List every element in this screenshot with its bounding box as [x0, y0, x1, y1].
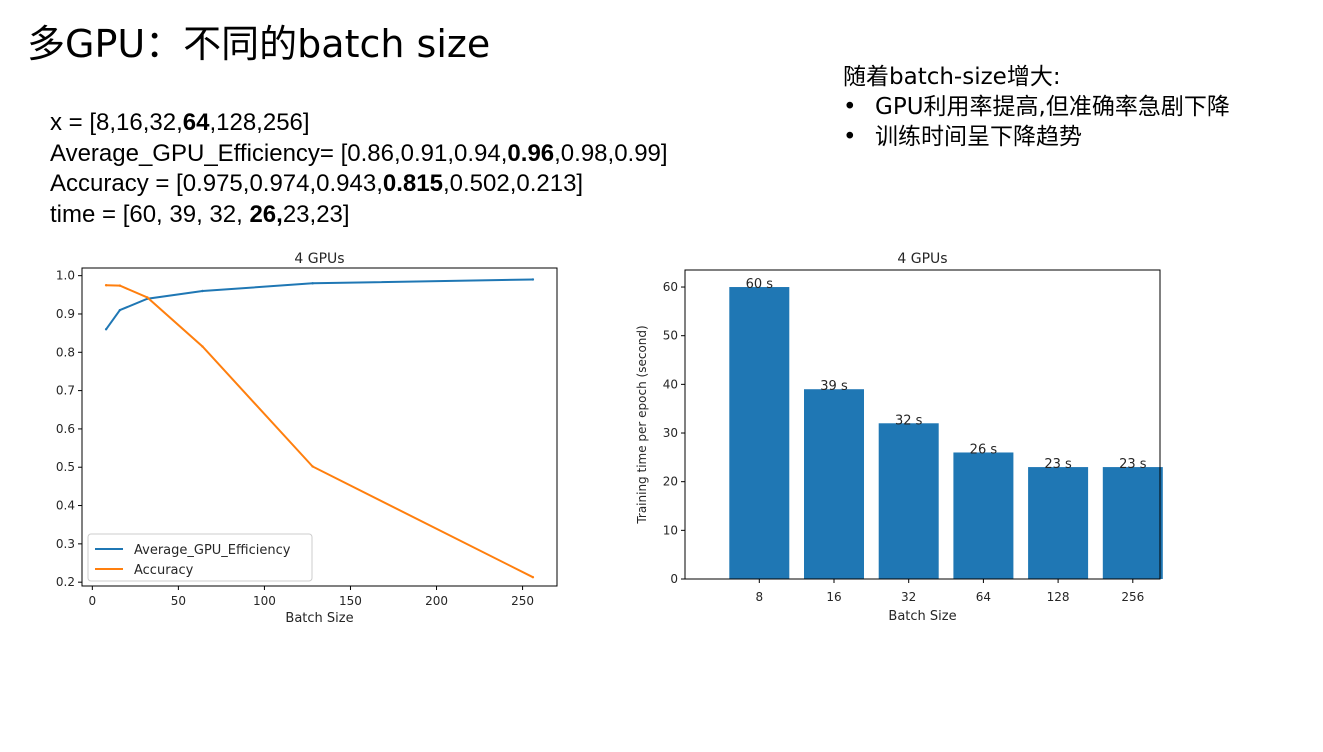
code-line-x: x = [8,16,32,64,128,256]: [50, 108, 668, 139]
x-tick-label: 256: [1121, 590, 1144, 604]
y-tick-label: 0.5: [56, 460, 75, 474]
y-tick-label: 0: [670, 572, 678, 586]
bar: [878, 423, 939, 579]
y-tick-label: 0.6: [56, 422, 75, 436]
data-point: [104, 328, 108, 331]
y-tick-label: 0.9: [56, 307, 75, 321]
bar-data-label: 26 s: [970, 442, 998, 457]
legend-box: [87, 533, 313, 582]
y-tick-label: 0.2: [56, 575, 75, 589]
x-tick-label: 8: [755, 590, 763, 604]
code-line-efficiency: Average_GPU_Efficiency= [0.86,0.91,0.94,…: [50, 139, 668, 170]
code-text: x = [8,16,32,: [50, 109, 183, 136]
data-point: [201, 345, 204, 348]
data-point: [531, 278, 535, 281]
bar-chart: 4 GPUs 60 s 39 s 32 s 26 s 23 s 23 s 8 16 32 64 128…: [635, 251, 1163, 624]
notes-item-text: GPU利用率提高,但准确率急剧下降: [875, 94, 1230, 120]
legend: Average_GPU_Efficiency Accuracy: [87, 533, 313, 582]
code-text: Accuracy = [0.975,0.974,0.943,: [50, 170, 383, 197]
bullet-icon: •: [843, 94, 857, 120]
code-bold: 64: [182, 109, 210, 136]
y-tick-label: 0.4: [56, 499, 75, 513]
chart-title: 4 GPUs: [897, 251, 947, 267]
data-point: [104, 284, 108, 287]
notes-panel: 随着batch-size增大: • GPU利用率提高,但准确率急剧下降 • 训练时间…: [843, 62, 1243, 152]
y-tick-label: 30: [663, 426, 678, 440]
code-bold: 0.815: [382, 170, 443, 197]
slide-title: 多GPU：不同的batch size: [27, 22, 491, 66]
data-point: [118, 284, 122, 287]
code-bold: 0.96: [507, 139, 555, 167]
code-text: time = [60, 39, 32,: [50, 200, 250, 228]
legend-label: Average_GPU_Efficiency: [134, 543, 291, 558]
bar: [953, 452, 1014, 579]
bar: [729, 287, 790, 579]
legend-label: Accuracy: [134, 563, 194, 578]
plot-frame: [81, 267, 558, 587]
series-line-0: [105, 278, 533, 330]
bar-data-label: 23 s: [1044, 457, 1072, 472]
notes-heading: 随着batch-size增大:: [843, 64, 1061, 90]
y-tick-label: 0.3: [56, 537, 75, 551]
x-tick-label: 0: [89, 594, 97, 608]
y-axis-label: Training time per epoch (second): [635, 325, 649, 524]
code-text: ,0.502,0.213]: [442, 170, 584, 197]
code-line-accuracy: Accuracy = [0.975,0.974,0.943,0.815,0.50…: [50, 169, 668, 200]
data-point: [201, 289, 204, 293]
code-text: ,128,256]: [209, 109, 310, 136]
y-tick-label: 60: [663, 280, 678, 294]
plot-frame: [684, 269, 1161, 580]
x-tick-label: 128: [1047, 590, 1070, 604]
y-tick-label: 10: [663, 523, 678, 537]
notes-item-text: 训练时间呈下降趋势: [875, 124, 1082, 150]
bar-data-label: 60 s: [746, 277, 774, 292]
notes-list: • GPU利用率提高,但准确率急剧下降 • 训练时间呈下降趋势: [843, 92, 1243, 152]
y-tick-label: 20: [663, 475, 678, 489]
bar-data-label: 32 s: [895, 413, 923, 428]
y-tick-label: 0.7: [56, 384, 75, 398]
code-line-time: time = [60, 39, 32, 26,23,23]: [50, 200, 668, 231]
x-tick-label: 100: [253, 594, 276, 608]
x-tick-label: 50: [171, 594, 186, 608]
bar-data-label: 23 s: [1119, 457, 1147, 472]
bar: [804, 389, 864, 579]
code-text: ,0.98,0.99]: [554, 139, 668, 167]
x-tick-label: 32: [901, 590, 916, 604]
y-tick-label: 50: [663, 329, 678, 343]
x-tick-label: 200: [425, 594, 448, 608]
data-point: [311, 465, 314, 468]
bar: [1028, 467, 1089, 579]
code-block: x = [8,16,32,64,128,256] Average_GPU_Eff…: [50, 108, 668, 230]
y-tick-label: 1.0: [56, 269, 75, 283]
code-text: 23,23]: [282, 200, 350, 228]
x-tick-label: 64: [976, 590, 991, 604]
line-chart: 4 GPUs 0 50 100 150 200 250 0.2 0.3 0.4 0.5 0.6 0.7 0…: [56, 251, 558, 626]
notes-item: • GPU利用率提高,但准确率急剧下降: [843, 92, 1243, 122]
x-tick-label: 250: [511, 594, 534, 608]
x-tick-label: 150: [339, 594, 362, 608]
chart-title: 4 GPUs: [294, 251, 344, 267]
y-tick-label: 0.8: [56, 345, 75, 359]
data-point: [118, 308, 122, 312]
code-bold: 26,: [249, 200, 283, 228]
x-axis-label: Batch Size: [285, 611, 353, 626]
y-tick-label: 40: [663, 377, 678, 391]
bar: [1102, 467, 1163, 579]
series-line-1: [106, 284, 534, 579]
notes-item: • 训练时间呈下降趋势: [843, 122, 1243, 152]
code-text: Average_GPU_Efficiency= [0.86,0.91,0.94,: [50, 139, 508, 167]
x-axis-label: Batch Size: [888, 609, 956, 624]
data-point: [531, 575, 535, 579]
data-point: [311, 282, 314, 285]
bullet-icon: •: [843, 124, 857, 150]
data-point: [146, 296, 149, 299]
x-tick-label: 16: [826, 590, 841, 604]
bar-data-label: 39 s: [820, 379, 848, 394]
